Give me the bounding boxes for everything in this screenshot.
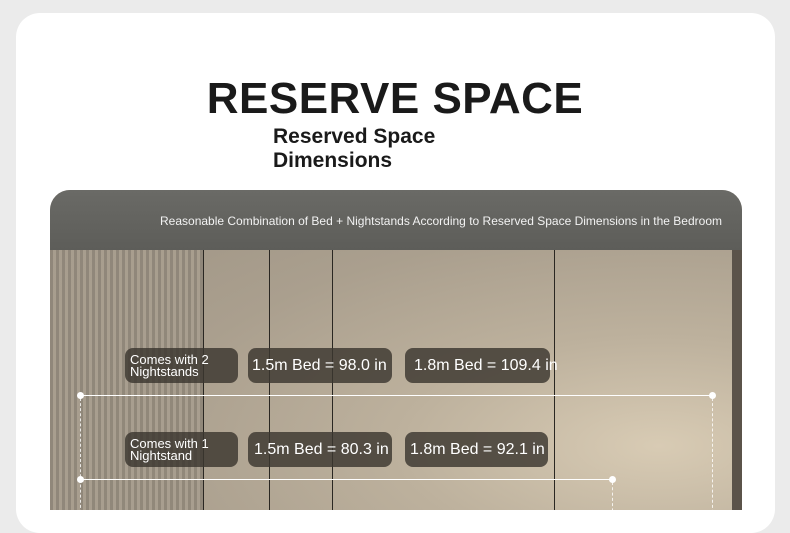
subtitle-line-2: Dimensions [273, 149, 393, 172]
bedroom-photo: Reasonable Combination of Bed + Nightsta… [50, 190, 742, 510]
caption-band: Reasonable Combination of Bed + Nightsta… [50, 190, 742, 250]
bed-1-5m-value: 1.5m Bed = 80.3 in [248, 432, 392, 467]
dimension-endpoint [77, 476, 84, 483]
page-title: RESERVE SPACE [206, 74, 584, 123]
bed-1-8m-value: 1.8m Bed = 92.1 in [405, 432, 548, 467]
divider [554, 242, 555, 510]
label-line: Nightstands [130, 363, 199, 379]
dimension-guide [612, 482, 613, 510]
dimension-endpoint [77, 392, 84, 399]
dimension-endpoint [609, 476, 616, 483]
label-line: Nightstand [130, 447, 193, 463]
dimension-guide [80, 398, 81, 510]
label-line: Comes with 2 [130, 351, 209, 367]
caption: Reasonable Combination of Bed + Nightsta… [160, 214, 722, 228]
label-line: Comes with 1 [130, 435, 209, 451]
wall-edge [732, 250, 742, 510]
bed-1-5m-value: 1.5m Bed = 98.0 in [248, 348, 392, 383]
dimension-guide [712, 398, 713, 510]
nightstand-label: Comes with 2 Nightstands [125, 348, 238, 383]
dimension-endpoint [709, 392, 716, 399]
subtitle-line-1: Reserved Space [273, 125, 436, 148]
bed-1-8m-value: 1.8m Bed = 109.4 in [405, 348, 558, 383]
dimension-line [80, 395, 712, 396]
dimension-line [80, 479, 612, 480]
nightstand-label: Comes with 1 Nightstand [125, 432, 238, 467]
subtitle: Reserved Space Dimensions [273, 125, 435, 173]
